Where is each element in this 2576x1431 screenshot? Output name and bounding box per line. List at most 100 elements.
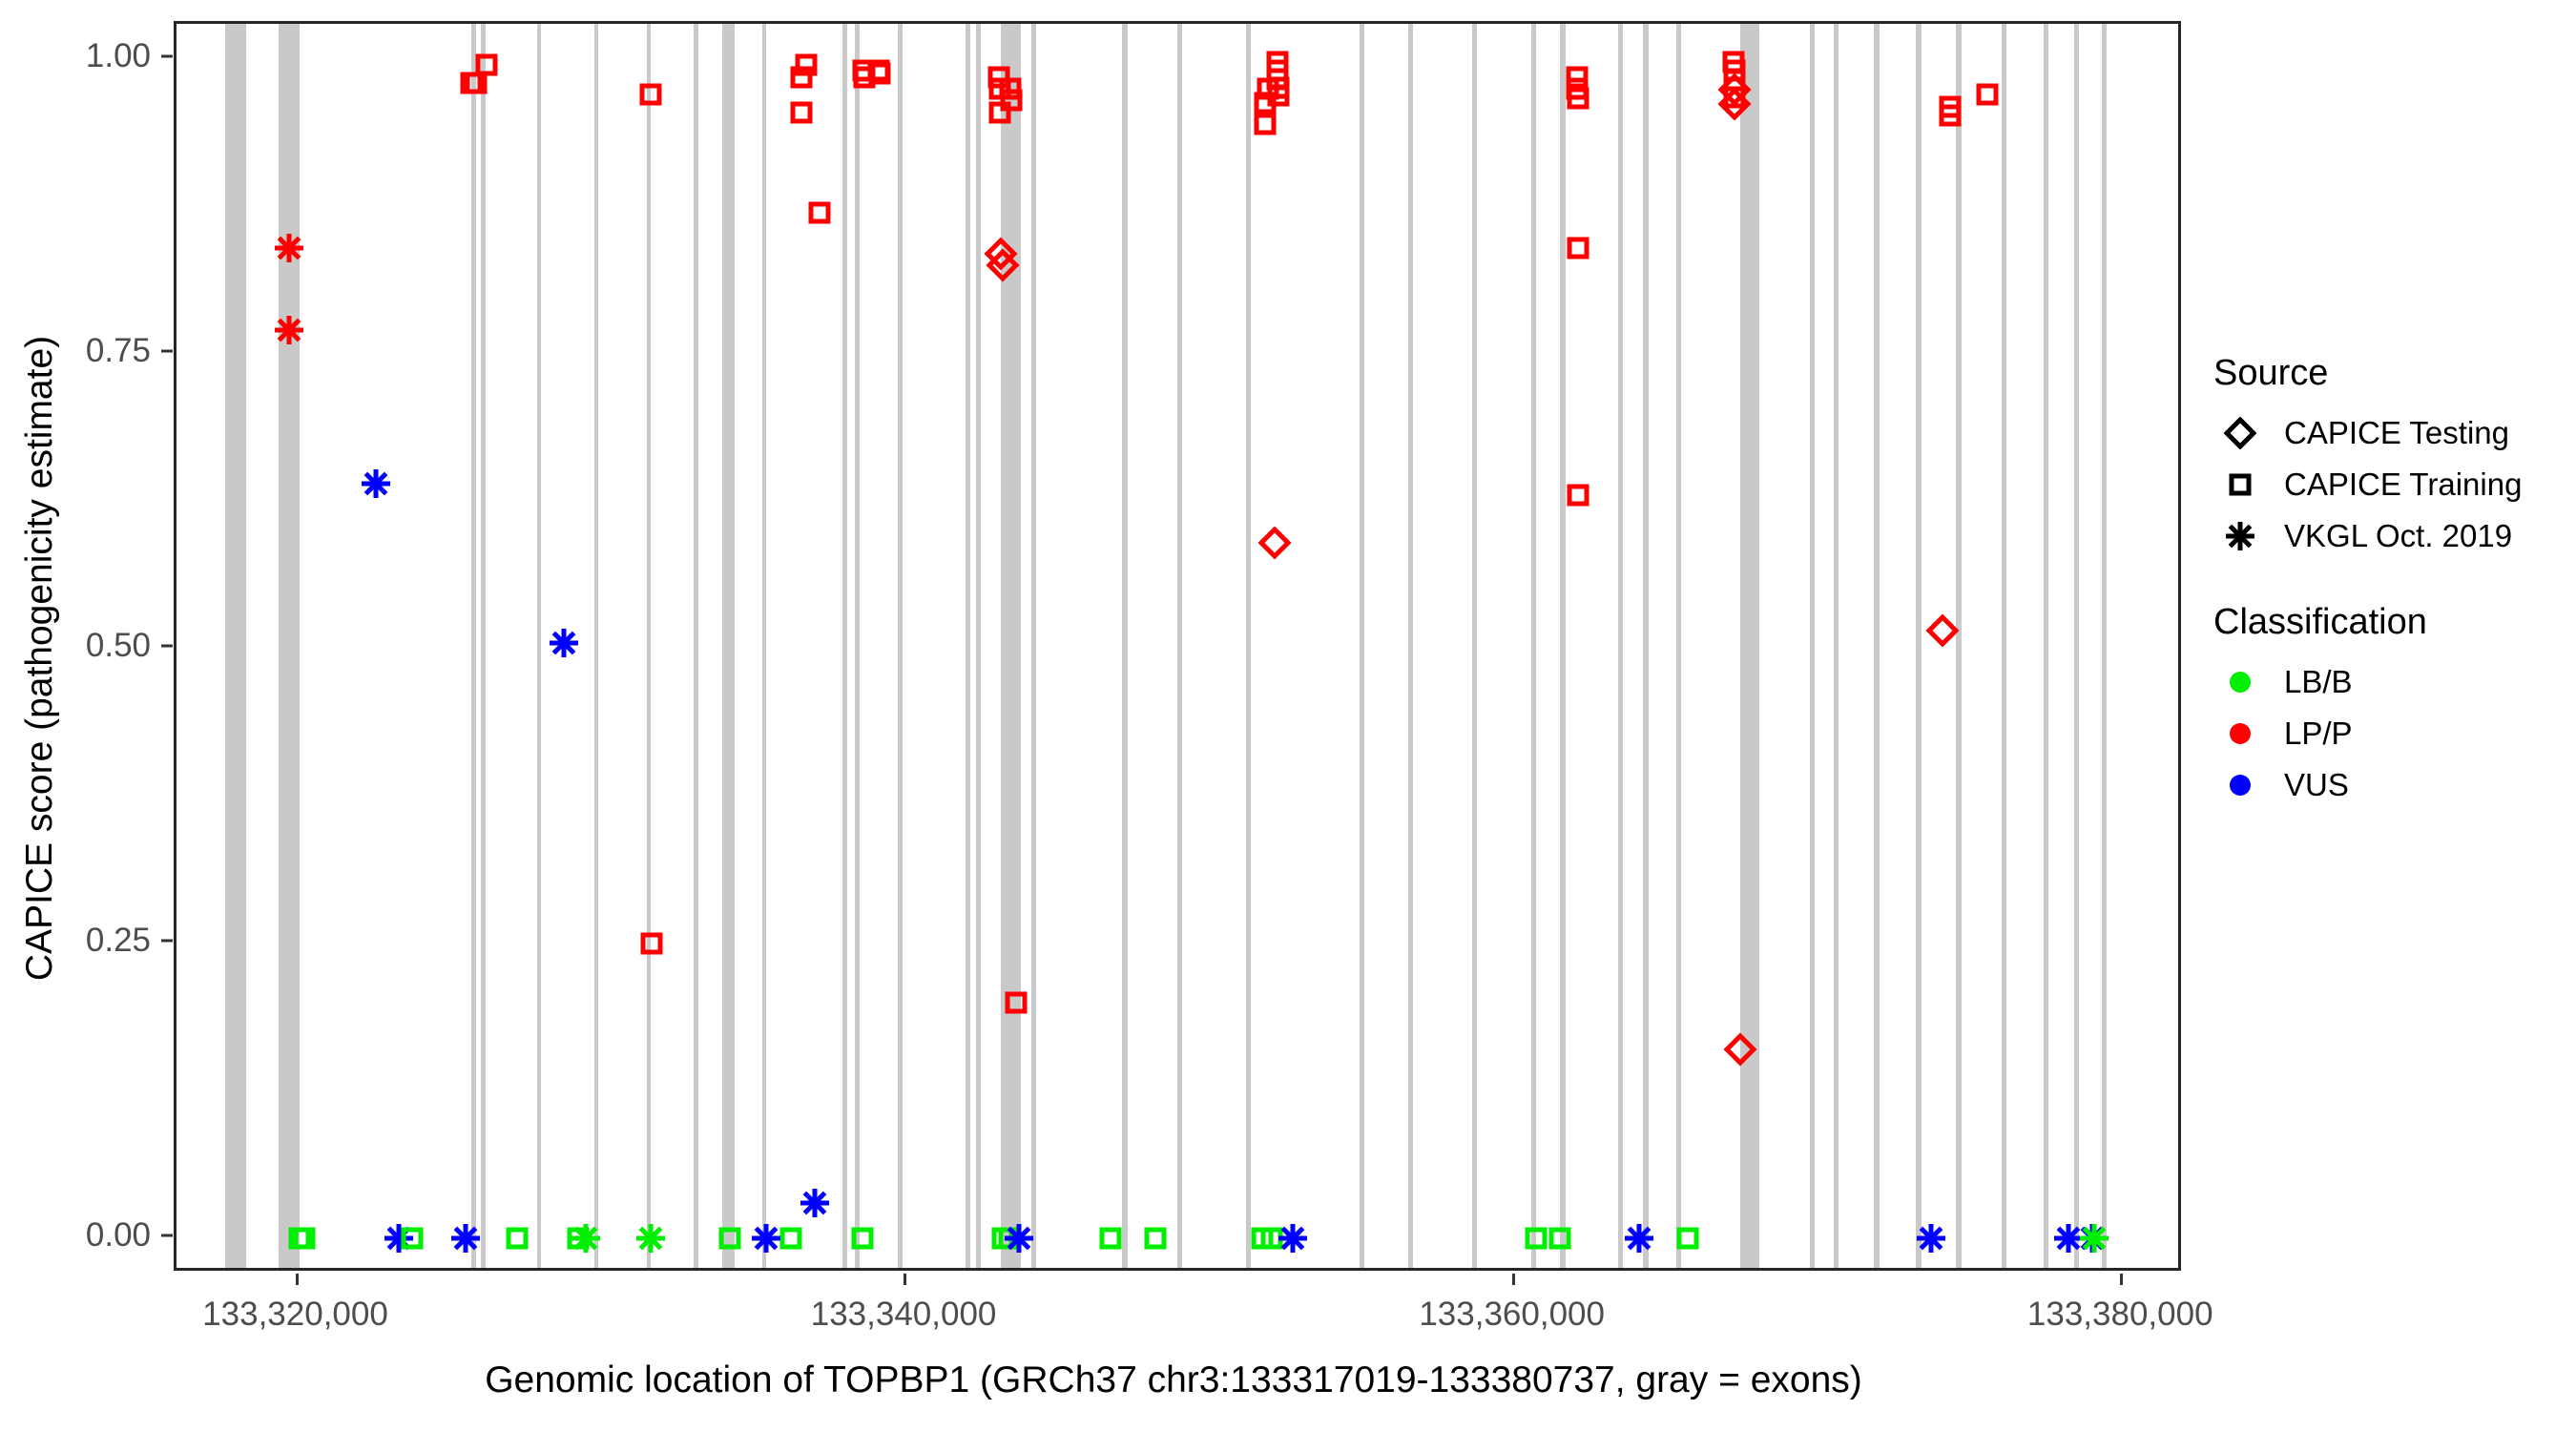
data-point (1265, 58, 1290, 83)
data-point (807, 200, 832, 225)
exon-band (1245, 24, 1251, 1268)
exon-band (693, 24, 699, 1268)
data-point (867, 61, 892, 86)
exon-band (854, 24, 860, 1268)
legend-title: Source (2213, 353, 2329, 393)
plot-panel (174, 21, 2181, 1271)
data-point (779, 1226, 803, 1251)
legend-item-label: CAPICE Testing (2284, 415, 2509, 450)
y-tick-mark (161, 54, 173, 58)
data-point (866, 58, 891, 83)
data-point (1250, 1226, 1275, 1251)
data-point (1566, 236, 1590, 260)
exon-band (278, 24, 301, 1268)
exon-band (1531, 24, 1536, 1268)
legend-item[interactable]: VUS (2213, 759, 2566, 811)
data-point (449, 1222, 482, 1255)
exon-band (1176, 24, 1182, 1268)
data-point (1265, 50, 1290, 74)
data-point (474, 52, 499, 77)
y-tick-mark (161, 1234, 173, 1237)
exon-band (1809, 24, 1815, 1268)
data-point (1256, 76, 1280, 101)
data-point (639, 931, 664, 956)
exon-band (2101, 24, 2108, 1268)
data-point (1524, 1226, 1548, 1251)
data-point (750, 1222, 782, 1255)
data-point (789, 65, 814, 90)
exon-band (1560, 24, 1566, 1268)
legend-item-label: LB/B (2284, 664, 2353, 699)
data-point (383, 1222, 415, 1255)
exon-band (1000, 24, 1021, 1268)
y-tick-mark (161, 349, 173, 353)
exon-band (1873, 24, 1880, 1268)
legend-item[interactable]: VKGL Oct. 2019 (2213, 510, 2566, 562)
data-point (1098, 1226, 1123, 1251)
exon-band (2001, 24, 2007, 1268)
data-point (2052, 1222, 2085, 1255)
x-tick-label: 133,340,000 (810, 1296, 997, 1333)
data-point (548, 627, 580, 659)
y-tick-label: 1.00 (85, 37, 151, 75)
exon-band (646, 24, 652, 1268)
asterisk-icon (2213, 510, 2267, 562)
legend-item-label: CAPICE Training (2284, 467, 2523, 502)
data-point (360, 467, 392, 500)
diamond-icon (2213, 407, 2267, 459)
x-tick-label: 133,360,000 (1419, 1296, 1605, 1333)
exon-band (975, 24, 981, 1268)
exon-band (1618, 24, 1624, 1268)
x-tick-mark (1511, 1274, 1515, 1285)
data-point (1253, 91, 1278, 115)
exon-band (2044, 24, 2049, 1268)
y-tick-label: 0.00 (85, 1215, 151, 1254)
legend-item[interactable]: CAPICE Testing (2213, 407, 2566, 459)
data-point (634, 1222, 667, 1255)
data-point (789, 100, 814, 125)
exon-band (1030, 24, 1036, 1268)
color-dot-icon (2213, 708, 2267, 759)
exon-band (1360, 24, 1365, 1268)
data-point (1266, 83, 1291, 108)
data-point (1253, 112, 1278, 136)
exon-band (1739, 24, 1760, 1268)
legend-item-label: VUS (2284, 767, 2349, 802)
exon-band (1642, 24, 1649, 1268)
data-point (1266, 75, 1291, 100)
legend-item[interactable]: LP/P (2213, 708, 2566, 759)
exon-band (471, 24, 476, 1268)
legend: Source CAPICE Testing CAPICE Training VKGL … (2213, 353, 2566, 851)
exon-band (1472, 24, 1478, 1268)
legend-item[interactable]: LB/B (2213, 656, 2566, 708)
data-point (400, 1226, 425, 1251)
y-tick-mark (161, 644, 173, 648)
exon-band (722, 24, 735, 1268)
x-tick-mark (295, 1274, 299, 1285)
legend-block-source: Source CAPICE Testing CAPICE Training VKGL … (2213, 353, 2566, 562)
exon-band (1955, 24, 1962, 1268)
exon-band (842, 24, 848, 1268)
y-tick-label: 0.75 (85, 332, 151, 370)
data-point (566, 1226, 591, 1251)
data-point (1259, 1226, 1284, 1251)
x-tick-label: 133,320,000 (202, 1296, 388, 1333)
color-dot-icon (2213, 759, 2267, 811)
data-point (1623, 1222, 1655, 1255)
data-point (799, 1187, 831, 1219)
data-point (1143, 1226, 1168, 1251)
x-tick-mark (904, 1274, 907, 1285)
legend-item[interactable]: CAPICE Training (2213, 459, 2566, 510)
x-tick-label: 133,380,000 (2026, 1296, 2213, 1333)
exon-band (1408, 24, 1414, 1268)
data-point (1565, 76, 1589, 101)
legend-item-label: VKGL Oct. 2019 (2284, 518, 2513, 553)
y-tick-label: 0.25 (85, 921, 151, 959)
legend-title: Classification (2213, 602, 2427, 642)
data-point (505, 1226, 530, 1251)
y-tick-label: 0.50 (85, 627, 151, 664)
data-point (1566, 86, 1590, 111)
exon-band (1916, 24, 1922, 1268)
data-point (850, 1226, 875, 1251)
